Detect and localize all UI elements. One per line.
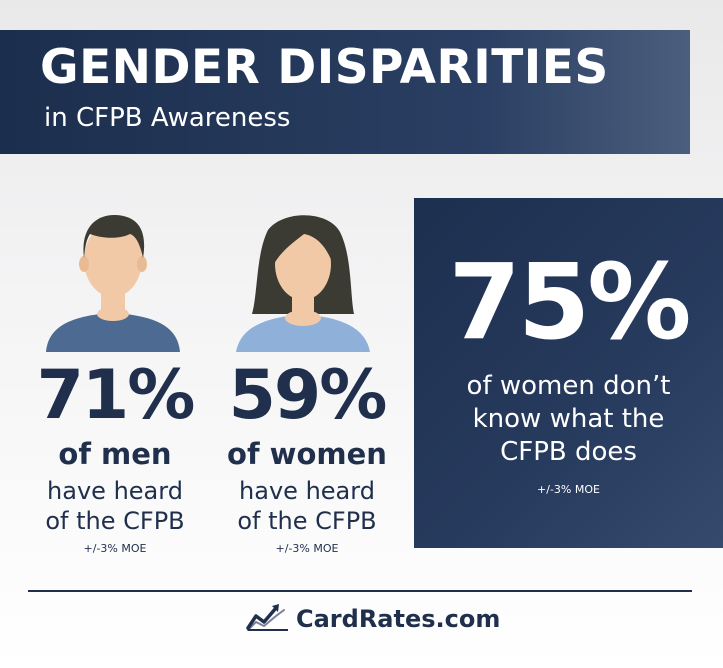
men-stat: 71% of men have heard of the CFPB +/-3% … bbox=[20, 0, 210, 668]
women-percent: 59% bbox=[228, 356, 388, 435]
men-percent: 71% bbox=[36, 356, 196, 435]
men-description-line1: have heard bbox=[47, 477, 183, 505]
woman-avatar-icon bbox=[228, 212, 378, 352]
women-description-line2: of the CFPB bbox=[237, 507, 377, 535]
men-moe: +/-3% MOE bbox=[83, 542, 147, 555]
highlight-stat-box: 75% of women don’t know what the CFPB do… bbox=[414, 198, 723, 548]
men-description-line2: of the CFPB bbox=[45, 507, 185, 535]
women-label: of women bbox=[227, 437, 387, 471]
header-banner bbox=[0, 30, 690, 154]
women-stat: 59% of women have heard of the CFPB +/-3… bbox=[212, 0, 402, 668]
highlight-percent: 75% bbox=[448, 241, 692, 363]
page-title: GENDER DISPARITIES bbox=[40, 40, 609, 95]
page-subtitle: in CFPB Awareness bbox=[44, 103, 291, 133]
men-description: have heard of the CFPB bbox=[20, 476, 210, 536]
women-description: have heard of the CFPB bbox=[212, 476, 402, 536]
highlight-moe: +/-3% MOE bbox=[537, 483, 600, 496]
highlight-description: of women don’t know what the CFPB does bbox=[414, 370, 723, 469]
footer-divider bbox=[28, 590, 692, 592]
highlight-line3: CFPB does bbox=[500, 437, 637, 467]
brand-logo: CardRates.com bbox=[246, 602, 500, 636]
women-moe: +/-3% MOE bbox=[275, 542, 339, 555]
men-label: of men bbox=[58, 437, 172, 471]
highlight-line2: know what the bbox=[472, 404, 665, 434]
women-description-line1: have heard bbox=[239, 477, 375, 505]
highlight-line1: of women don’t bbox=[466, 371, 671, 401]
man-avatar-icon bbox=[38, 212, 188, 352]
chart-trend-icon bbox=[246, 602, 290, 636]
brand-name: CardRates.com bbox=[296, 605, 501, 633]
